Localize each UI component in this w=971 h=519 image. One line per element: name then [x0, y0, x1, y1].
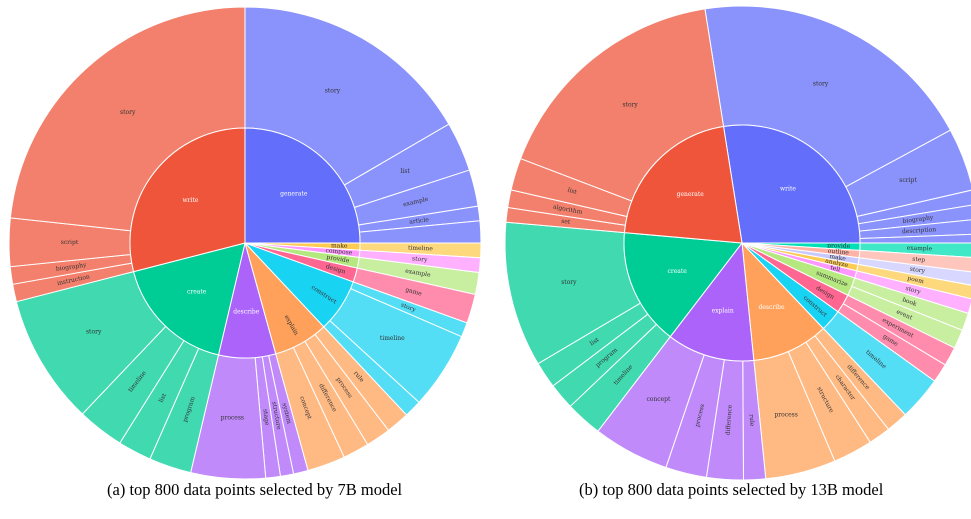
inner-label-analyze: analyze — [825, 257, 849, 269]
caption-a: (a) top 800 data points selected by 7B m… — [107, 480, 403, 499]
inner-label-tell: tell — [830, 264, 841, 273]
outer-label-generate-list: list — [401, 168, 411, 175]
inner-label-make: make — [331, 242, 348, 250]
outer-label-write-biography: biography — [902, 214, 934, 225]
outer-label-explain-difference: difference — [725, 404, 734, 436]
inner-label-make: make — [829, 253, 847, 263]
outer-label-create-list: list — [158, 392, 169, 404]
outer-label-generate-list: list — [567, 187, 579, 197]
outer-label-generate-story: story — [325, 87, 341, 94]
inner-label-compose: compose — [325, 247, 353, 257]
inner-segment-generate — [623, 125, 743, 244]
caption-b: (b) top 800 data points selected by 13B … — [579, 480, 884, 499]
sunburst-svg-a: storylistexamplearticletimelinestoryexam… — [8, 6, 482, 480]
outer-label-write-description: description — [902, 226, 937, 235]
inner-label-write: write — [183, 197, 199, 204]
outer-label-provide-example: example — [907, 245, 933, 253]
outer-label-outline-step: step — [912, 256, 926, 264]
outer-label-write-story: story — [813, 80, 829, 87]
outer-label-generate-set: set — [561, 218, 571, 226]
outer-label-analyze-poem: poem — [907, 275, 925, 285]
inner-label-write: write — [780, 186, 796, 193]
outer-label-create-story: story — [86, 328, 102, 335]
inner-label-describe: describe — [759, 304, 785, 311]
outer-label-describe-process: process — [774, 411, 797, 418]
outer-label-tell-story: story — [905, 285, 922, 296]
inner-segment-create — [623, 232, 743, 338]
outer-label-create-list: list — [589, 336, 601, 347]
inner-segment-describe — [741, 241, 825, 361]
outer-label-generate-story: story — [622, 102, 638, 109]
outer-label-explain-concept: concept — [646, 396, 671, 403]
outer-label-describe-stage: stage — [261, 409, 270, 427]
inner-label-describe: describe — [233, 308, 259, 315]
outer-label-write-script: script — [899, 177, 917, 184]
inner-label-generate: generate — [677, 191, 705, 198]
outer-label-generate-article: article — [409, 216, 430, 225]
inner-segment-generate — [244, 127, 361, 244]
outer-label-write-story: story — [120, 109, 136, 116]
sunburst-chart-b: story script biography description example st… — [486, 0, 971, 480]
outer-label-compose-story: story — [412, 255, 429, 263]
inner-label-provide: provide — [326, 254, 350, 265]
inner-segment-create — [133, 242, 246, 356]
sunburst-chart-a: story list example article timeline story exam… — [0, 0, 485, 480]
outer-label-summarize-book: book — [901, 296, 918, 308]
outer-label-write-biography: biography — [55, 262, 87, 273]
inner-label-create: create — [668, 268, 688, 275]
outer-label-make-story: story — [909, 266, 926, 275]
outer-label-construct-timeline: timeline — [380, 335, 405, 342]
outer-label-explain-rule: rule — [748, 414, 756, 427]
inner-label-generate: generate — [280, 191, 308, 198]
outer-label-design-game: game — [405, 286, 423, 297]
outer-label-describe-process: process — [221, 415, 244, 422]
outer-label-make-timeline: timeline — [408, 245, 433, 253]
inner-label-explain: explain — [712, 308, 734, 315]
outer-label-describe-system: system — [281, 402, 293, 425]
inner-segment-explain — [669, 241, 755, 362]
outer-label-provide-example: example — [405, 268, 432, 279]
inner-label-provide: provide — [827, 242, 851, 250]
inner-label-outline: outline — [827, 248, 849, 257]
inner-segment-write — [129, 127, 246, 273]
outer-label-write-script: script — [61, 239, 79, 246]
outer-label-create-story: story — [561, 279, 577, 286]
inner-segment-write — [722, 124, 861, 244]
inner-label-create: create — [187, 289, 207, 296]
